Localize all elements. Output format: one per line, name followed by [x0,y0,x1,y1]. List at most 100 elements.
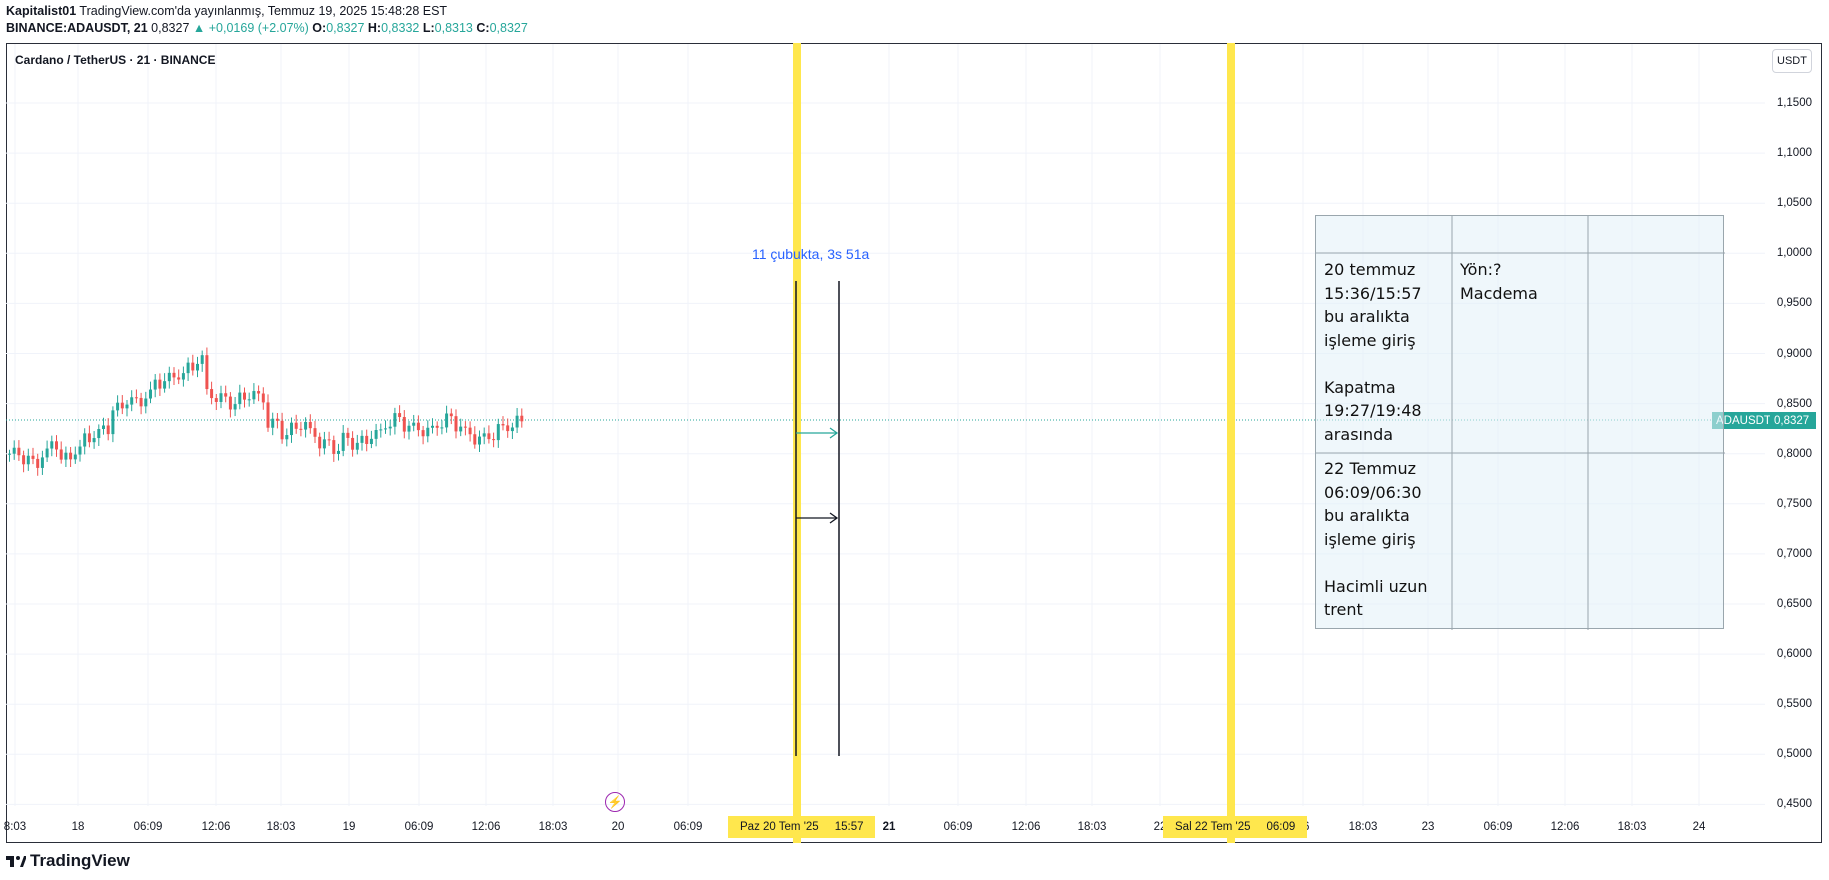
candle-body [172,372,176,378]
candle-body [459,426,463,432]
candle-body [416,422,420,431]
candle-body [59,449,63,460]
candle-body [337,450,340,454]
symbol-tag: ADAUSDT [1712,412,1775,429]
highlight-label-1: Paz 20 Tem '25 15:57 [728,816,876,838]
candle-body [318,436,322,449]
time-axis-label: 18:03 [1617,821,1647,833]
price-axis-label: 1,1000 [1776,147,1812,160]
candle-body [407,425,411,432]
note-table-grid [1316,216,1725,630]
candle-body [398,413,402,418]
last-price-tag: 0,8327 [1770,412,1816,429]
candle-body [379,429,383,431]
candle-body [327,439,331,441]
price-axis-label: 1,0000 [1776,247,1812,260]
time-axis-label: 18 [71,821,85,833]
price-axis-label: 0,7000 [1776,547,1812,560]
candle-body [214,398,218,402]
chart-pane[interactable] [6,43,1822,843]
candle-body [243,392,246,400]
candle-body [219,393,223,402]
candle-body [181,373,185,380]
candle-body [26,455,30,465]
tradingview-logo-icon [6,856,26,867]
price-axis-label: 0,4500 [1776,798,1812,811]
low-label: L: [422,21,435,35]
entry-arrow-head [829,427,839,439]
candle-body [285,435,289,440]
candle-body [449,413,453,417]
candle-body [111,410,115,435]
published-text: TradingView.com'da yayınlanmış, Temmuz 1… [79,4,448,18]
bars-range-label: 11 çubukta, 3s 51a [752,246,870,262]
candle-body [515,415,519,428]
candle-body [238,392,242,405]
candle-body [346,432,350,438]
time-axis-label: 06:09 [133,821,163,833]
candle-body [355,442,359,450]
time-axis-label: 18:03 [1348,821,1378,833]
note-table[interactable]: 20 temmuz 15:36/15:57 bu aralıkta işleme… [1315,215,1725,630]
candle-body [106,425,110,435]
candle-body [12,447,16,454]
candle-body [87,433,91,443]
price-axis-label: 0,7500 [1776,497,1812,510]
candle-body [506,425,510,432]
candle-body [144,398,148,407]
candle-body [482,433,486,437]
candle-body [247,399,251,401]
ohlc-legend: BINANCE:ADAUSDT, 21 0,8327 ▲ +0,0169 (+2… [6,21,528,35]
candle-body [402,417,406,432]
symbol-label: BINANCE:ADAUSDT, 21 [6,21,148,35]
note-cell-entry-1: 20 temmuz 15:36/15:57 bu aralıkta işleme… [1324,260,1422,444]
price-axis-label: 0,6000 [1776,648,1812,661]
candle-body [205,355,209,390]
price-axis-label: 1,0500 [1776,197,1812,210]
candle-body [167,372,171,382]
candle-body [445,413,449,428]
candle-body [308,421,312,429]
close-value: 0,8327 [489,21,528,35]
candle-body [435,425,439,428]
candle-body [163,381,167,389]
last-price: 0,8327 [151,21,190,35]
time-axis-label: 18:03 [1077,821,1107,833]
time-axis-label: 19 [342,821,356,833]
candle-body [120,402,124,409]
price-axis-label: 0,8500 [1776,397,1812,410]
candle-body [97,429,101,439]
high-label: H: [367,21,382,35]
tradingview-logo[interactable]: TradingView [6,851,130,871]
candle-body [304,421,308,430]
candle-body [177,377,181,380]
currency-button[interactable]: USDT [1772,49,1812,73]
price-axis-label: 0,5500 [1776,698,1812,711]
candle-body [275,418,279,421]
lightning-icon[interactable]: ⚡ [605,792,625,812]
candle-body [200,355,204,364]
candle-body [487,433,491,440]
candle-body [290,422,293,436]
candle-body [431,425,434,428]
candle-body [412,422,416,426]
candle-body [139,397,143,407]
candle-body [257,391,261,394]
candle-body [388,426,392,429]
time-axis-label: 12:06 [1011,821,1041,833]
candle-body [8,453,11,455]
publish-info: Kapitalist01 TradingView.com'da yayınlan… [6,4,447,18]
price-axis-label: 0,5000 [1776,748,1812,761]
candle-body [64,452,68,460]
candle-body [454,416,458,432]
candle-body [520,415,524,422]
candle-body [78,446,82,455]
candle-body [426,427,430,437]
candle-body [102,425,105,430]
candle-body [351,437,355,450]
candle-body [266,402,270,428]
candle-body [55,441,58,450]
candle-body [22,455,26,465]
price-axis-label: 1,1500 [1776,97,1812,109]
